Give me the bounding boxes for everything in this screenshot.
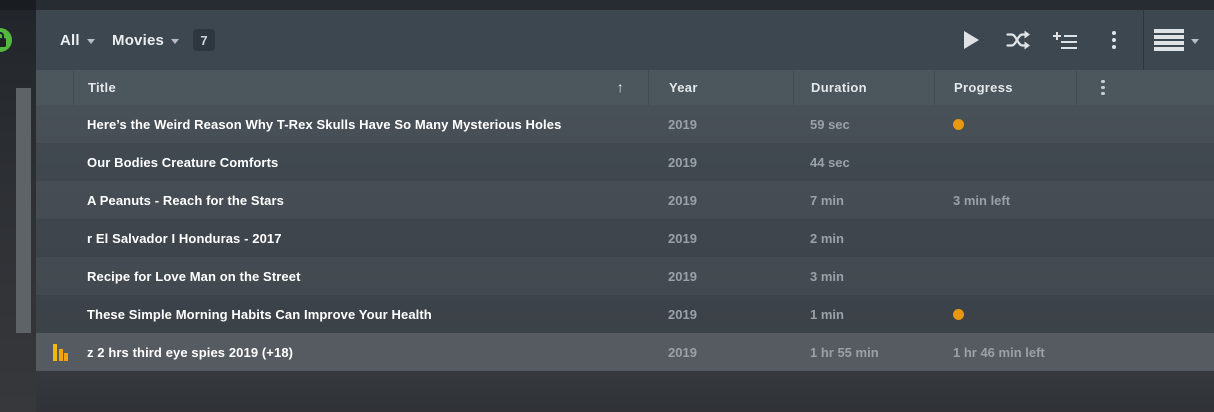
add-to-playlist-icon: [1053, 31, 1077, 49]
row-progress: 3 min left: [934, 181, 1076, 219]
progress-dot-icon: [953, 118, 964, 130]
toolbar-divider: [1143, 10, 1144, 70]
content-background: [36, 371, 1214, 412]
column-header-title-label: Title: [88, 80, 116, 95]
column-header-title[interactable]: Title ↑: [73, 70, 648, 105]
more-options-icon: [1101, 79, 1105, 96]
row-more-cell: [1076, 143, 1214, 181]
row-title: Our Bodies Creature Comforts: [87, 154, 279, 170]
row-title: z 2 hrs third eye spies 2019 (+18): [87, 344, 294, 360]
chevron-down-icon: [86, 38, 95, 44]
left-scrollbar[interactable]: [16, 88, 31, 333]
view-mode-selector[interactable]: [1154, 26, 1202, 54]
progress-remaining-label: 3 min left: [953, 192, 1011, 208]
table-row[interactable]: z 2 hrs third eye spies 2019 (+18) 2019 1 …: [36, 333, 1214, 371]
progress-dot-icon: [953, 308, 964, 320]
column-header-year-label: Year: [669, 80, 698, 95]
more-options-icon: [1112, 31, 1116, 49]
row-more-cell: [1076, 333, 1214, 371]
row-status-cell: [36, 143, 73, 181]
table-row[interactable]: These Simple Morning Habits Can Improve …: [36, 295, 1214, 333]
row-status-cell: [36, 257, 73, 295]
progress-remaining-label: 1 hr 46 min left: [953, 344, 1045, 360]
shuffle-icon: [1006, 30, 1030, 50]
row-year: 2019: [668, 344, 697, 360]
row-more-cell: [1076, 105, 1214, 143]
row-more-cell: [1076, 219, 1214, 257]
row-title: A Peanuts - Reach for the Stars: [87, 192, 284, 208]
row-duration: 1 min: [810, 306, 844, 322]
column-header-year[interactable]: Year: [648, 70, 793, 105]
row-title: Recipe for Love Man on the Street: [87, 268, 301, 284]
row-more-cell: [1076, 257, 1214, 295]
type-filter-label: Movies: [112, 31, 165, 49]
library-filter-label: All: [60, 31, 80, 49]
column-header-duration[interactable]: Duration: [793, 70, 934, 105]
column-header-progress[interactable]: Progress: [934, 70, 1076, 105]
row-status-cell: [36, 105, 73, 143]
row-progress: [934, 105, 1076, 143]
row-more-cell: [1076, 295, 1214, 333]
row-year: 2019: [668, 154, 697, 170]
row-year: 2019: [668, 230, 697, 246]
row-status-cell: [36, 295, 73, 333]
row-duration: 7 min: [810, 192, 844, 208]
row-year: 2019: [668, 306, 697, 322]
type-filter-dropdown[interactable]: Movies: [112, 10, 180, 70]
table-row[interactable]: Recipe for Love Man on the Street 2019 3 m…: [36, 257, 1214, 295]
row-progress: [934, 295, 1076, 333]
row-duration: 3 min: [810, 268, 844, 284]
table-header: Title ↑ Year Duration Progress: [36, 70, 1214, 105]
row-progress: [934, 219, 1076, 257]
row-title: r El Salvador I Honduras - 2017: [87, 230, 282, 246]
item-count-badge: 7: [193, 29, 215, 51]
table-body: Here’s the Weird Reason Why T-Rex Skulls…: [36, 105, 1214, 371]
row-year: 2019: [668, 268, 697, 284]
row-duration: 1 hr 55 min: [810, 344, 879, 360]
row-year: 2019: [668, 116, 697, 132]
add-to-playlist-button[interactable]: [1052, 28, 1078, 52]
column-header-status: [36, 70, 73, 105]
row-status-cell: [36, 219, 73, 257]
play-button[interactable]: [958, 28, 984, 52]
row-status-cell: [36, 333, 73, 371]
row-progress: [934, 143, 1076, 181]
row-progress: 1 hr 46 min left: [934, 333, 1076, 371]
row-title: These Simple Morning Habits Can Improve …: [87, 306, 432, 322]
column-header-progress-label: Progress: [954, 80, 1013, 95]
row-title: Here’s the Weird Reason Why T-Rex Skulls…: [87, 116, 562, 132]
library-filter-dropdown[interactable]: All: [60, 10, 95, 70]
chevron-down-icon: [171, 38, 180, 44]
row-more-cell: [1076, 181, 1214, 219]
toolbar: All Movies 7: [36, 10, 1214, 70]
column-header-duration-label: Duration: [811, 80, 867, 95]
window-top-corner: [0, 0, 36, 10]
now-playing-equalizer-icon: [53, 343, 68, 361]
row-duration: 44 sec: [810, 154, 850, 170]
table-row[interactable]: Our Bodies Creature Comforts 2019 44 sec: [36, 143, 1214, 181]
more-options-button[interactable]: [1101, 28, 1127, 52]
table-row[interactable]: r El Salvador I Honduras - 2017 2019 2 min: [36, 219, 1214, 257]
column-header-more[interactable]: [1076, 70, 1214, 105]
row-duration: 59 sec: [810, 116, 850, 132]
shuffle-button[interactable]: [1005, 28, 1031, 52]
view-list-icon: [1154, 28, 1184, 52]
server-secure-badge[interactable]: [0, 28, 12, 52]
table-row[interactable]: A Peanuts - Reach for the Stars 2019 7 min…: [36, 181, 1214, 219]
lock-icon: [0, 32, 6, 48]
window-top-strip: [0, 0, 1214, 10]
row-status-cell: [36, 181, 73, 219]
sort-ascending-icon: ↑: [616, 79, 624, 95]
chevron-down-icon: [1191, 38, 1199, 44]
row-progress: [934, 257, 1076, 295]
table-row[interactable]: Here’s the Weird Reason Why T-Rex Skulls…: [36, 105, 1214, 143]
row-duration: 2 min: [810, 230, 844, 246]
row-year: 2019: [668, 192, 697, 208]
play-icon: [963, 31, 979, 49]
